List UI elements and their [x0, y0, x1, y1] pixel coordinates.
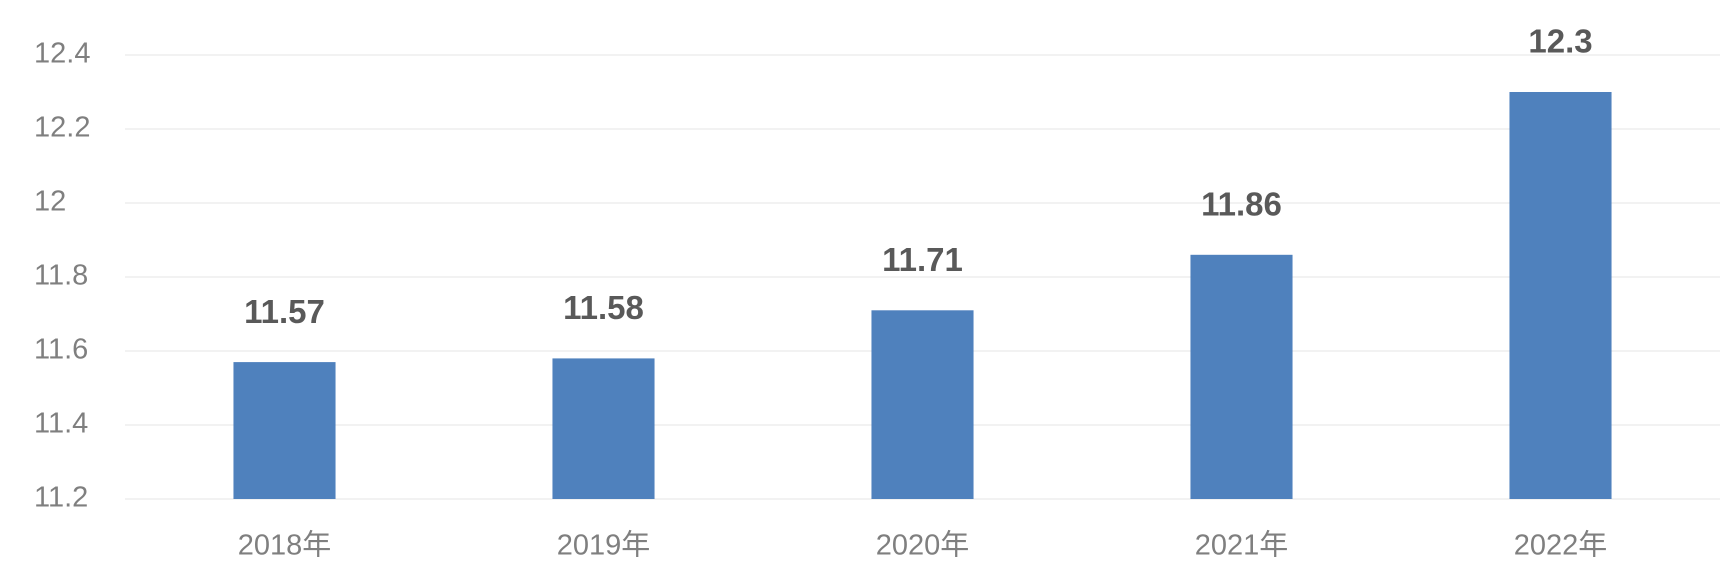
x-tick-label: 2021年 [1195, 529, 1289, 562]
y-tick-label: 11.8 [34, 260, 88, 292]
x-tick-label: 2020年 [876, 529, 970, 562]
x-tick-label: 2022年 [1514, 529, 1608, 562]
bar [1190, 254, 1293, 499]
y-tick-label: 11.4 [34, 408, 88, 440]
bar [1509, 92, 1612, 499]
bar [871, 310, 974, 499]
y-tick-label: 11.6 [34, 334, 88, 366]
value-label: 11.57 [244, 293, 325, 330]
bar [233, 362, 336, 499]
y-tick-label: 12.4 [34, 38, 90, 70]
value-label: 11.86 [1201, 186, 1282, 223]
value-label: 11.71 [882, 241, 963, 278]
value-label: 12.3 [1528, 23, 1592, 60]
value-label: 11.58 [563, 289, 644, 326]
y-tick-label: 11.2 [34, 482, 88, 514]
y-tick-label: 12.2 [34, 112, 90, 144]
x-tick-label: 2018年 [238, 529, 332, 562]
y-tick-label: 12 [34, 186, 66, 218]
x-tick-label: 2019年 [557, 529, 651, 562]
bar [552, 358, 655, 499]
